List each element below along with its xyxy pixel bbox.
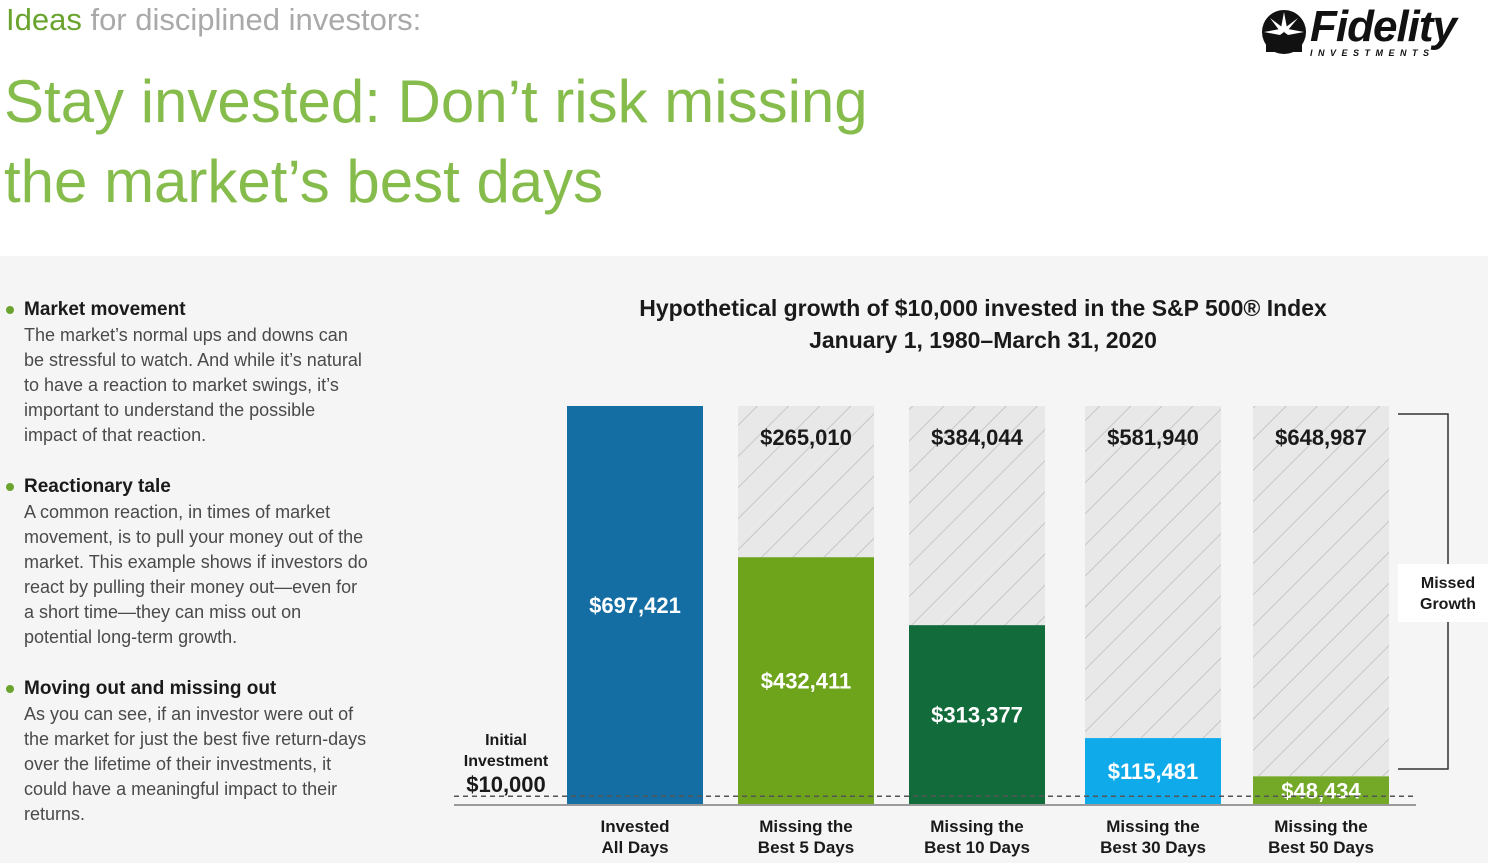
bullet-market-movement: Market movement The market’s normal ups … — [6, 298, 386, 448]
bullet-title: Market movement — [24, 299, 186, 320]
bullet-reactionary-tale: Reactionary tale A common reaction, in t… — [6, 475, 386, 650]
bullet-list: Market movement The market’s normal ups … — [6, 298, 386, 827]
kicker-accent: Ideas — [6, 2, 82, 37]
fidelity-logo: Fidelity INVESTMENTS — [1258, 2, 1488, 60]
initial-investment-value: $10,000 — [466, 772, 546, 797]
page-title: Stay invested: Don’t risk missing the ma… — [4, 62, 1004, 222]
category-label: Missing the — [1274, 817, 1368, 836]
chart-subtitle: January 1, 1980–March 31, 2020 — [809, 327, 1157, 353]
kicker-rest: for disciplined investors: — [81, 2, 422, 37]
bullet-dot-icon — [6, 685, 14, 693]
missed-growth-bar — [909, 406, 1045, 626]
bullet-text: A common reaction, in times of market mo… — [24, 502, 368, 647]
growth-chart: Hypothetical growth of $10,000 invested … — [440, 256, 1488, 863]
category-label: Best 5 Days — [758, 838, 854, 857]
page-title-line-1: Stay invested: Don’t risk missing — [4, 68, 868, 135]
category-label: Best 50 Days — [1268, 838, 1374, 857]
missed-growth-bar — [1085, 406, 1221, 739]
missed-growth-label: Growth — [1420, 596, 1476, 613]
missed-growth-label-bg — [1398, 564, 1488, 622]
missed-value-label: $384,044 — [931, 425, 1024, 450]
value-bar — [1085, 738, 1221, 804]
missed-growth-label: Missed — [1421, 575, 1475, 592]
category-label: Invested — [601, 817, 670, 836]
category-label: Best 10 Days — [924, 838, 1030, 857]
category-label: Missing the — [930, 817, 1024, 836]
bullet-dot-icon — [6, 306, 14, 314]
initial-investment-label: Initial — [485, 732, 527, 749]
category-label: Missing the — [759, 817, 853, 836]
category-label: Missing the — [1106, 817, 1200, 836]
bar-value-label: $313,377 — [931, 703, 1023, 728]
missed-growth-bar — [1253, 406, 1389, 777]
chart-plot: $697,421 Invested All Days $265,010 $432,411… — [454, 406, 1488, 857]
bullet-text: The market’s normal ups and downs can be… — [24, 325, 362, 445]
value-bar — [567, 406, 703, 804]
category-label: All Days — [601, 838, 668, 857]
missed-value-label: $581,940 — [1107, 425, 1199, 450]
category-label: Best 30 Days — [1100, 838, 1206, 857]
bar-value-label: $432,411 — [761, 669, 852, 694]
value-bar — [1253, 776, 1389, 804]
bar-value-label: $115,481 — [1108, 759, 1199, 784]
missed-value-label: $648,987 — [1275, 425, 1367, 450]
page-title-line-2: the market’s best days — [4, 148, 604, 215]
chart-title: Hypothetical growth of $10,000 invested … — [540, 292, 1426, 356]
bullet-dot-icon — [6, 483, 14, 491]
fidelity-logo-icon — [1262, 10, 1306, 54]
logo-wordmark: Fidelity — [1310, 2, 1457, 51]
bullet-title: Reactionary tale — [24, 476, 171, 497]
bar-value-label: $48,434 — [1281, 778, 1361, 803]
bar-value-label: $697,421 — [589, 593, 681, 618]
bullet-moving-out: Moving out and missing out As you can se… — [6, 677, 386, 827]
logo-subtext: INVESTMENTS — [1310, 48, 1435, 58]
initial-investment-label: Investment — [464, 753, 549, 770]
chart-title-line: Hypothetical growth of $10,000 invested … — [639, 295, 1327, 321]
value-bar — [909, 625, 1045, 804]
kicker-text: Ideas for disciplined investors: — [6, 2, 421, 38]
value-bar — [738, 557, 874, 804]
missed-value-label: $265,010 — [760, 425, 852, 450]
missed-growth-bar — [738, 406, 874, 558]
header-area: Ideas for disciplined investors: Stay in… — [0, 0, 1488, 256]
bullet-title: Moving out and missing out — [24, 678, 277, 699]
bullet-text: As you can see, if an investor were out … — [24, 704, 367, 824]
